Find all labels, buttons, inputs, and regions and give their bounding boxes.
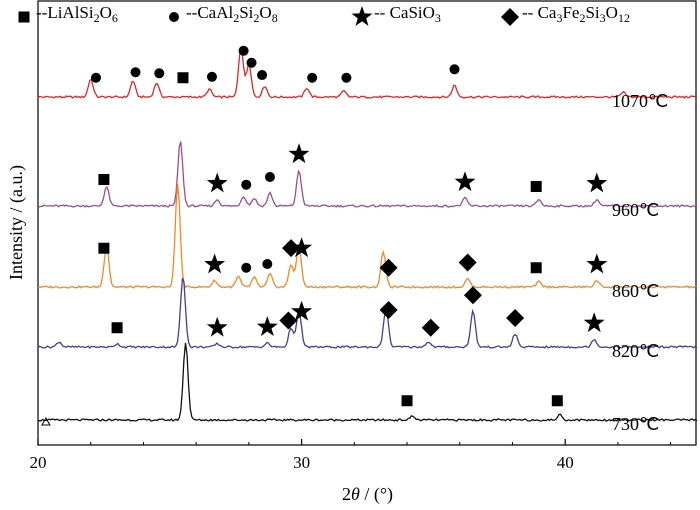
legend-item-diamond: -- Ca3Fe2Si3O12 <box>501 3 630 26</box>
phase-marker-diamond <box>506 309 525 327</box>
x-tick-label: 30 <box>293 453 310 472</box>
phase-marker-square <box>98 173 110 185</box>
phase-marker-diamond <box>379 300 398 319</box>
phase-marker-square <box>401 395 413 407</box>
phase-marker-square <box>551 395 563 407</box>
legend-marker-square <box>18 11 30 23</box>
phase-marker-circle <box>206 71 217 82</box>
phase-marker-star <box>256 316 278 336</box>
phase-marker-circle <box>241 262 252 273</box>
phase-marker-diamond <box>458 253 477 272</box>
phase-marker-star <box>583 312 605 333</box>
series-label: 730℃ <box>612 414 659 434</box>
phase-marker-circle <box>341 72 352 83</box>
phase-marker-star <box>206 172 228 193</box>
phase-marker-square <box>111 322 123 334</box>
series-label: 860℃ <box>612 281 659 301</box>
plot-border <box>37 0 697 446</box>
plot-frame <box>37 0 697 446</box>
phase-marker-circle <box>154 68 165 79</box>
phase-marker-diamond <box>279 311 298 330</box>
phase-marker-circle <box>246 57 257 68</box>
series-line-3 <box>37 278 698 349</box>
phase-marker-star <box>288 143 310 164</box>
phase-marker-circle <box>241 179 252 190</box>
series-label: 1070℃ <box>612 91 668 111</box>
marker-layer <box>90 45 608 407</box>
phase-marker-circle <box>264 172 275 182</box>
phase-marker-circle <box>90 72 101 83</box>
series-line-0 <box>37 46 698 99</box>
series-line-4 <box>37 342 698 422</box>
phase-marker-circle <box>257 70 268 81</box>
legend-marker-diamond <box>501 8 519 26</box>
series-label: 820℃ <box>612 341 659 361</box>
small-triangle-marker <box>41 416 51 426</box>
phase-marker-star <box>206 316 228 337</box>
phase-marker-star <box>291 300 313 321</box>
x-tick-label: 40 <box>557 453 574 472</box>
legend: --LiAlSi2O6 --CaAl2Si2O8 -- CaSiO3 -- Ca3Fe… <box>18 3 630 26</box>
phase-marker-circle <box>130 67 141 78</box>
legend-label: -- Ca3Fe2Si3O12 <box>522 3 630 25</box>
legend-item-square: --LiAlSi2O6 <box>18 3 118 25</box>
phase-marker-square <box>177 72 189 84</box>
legend-item-circle: --CaAl2Si2O8 <box>169 3 278 25</box>
legend-label: --LiAlSi2O6 <box>36 3 118 25</box>
phase-marker-star <box>454 171 476 192</box>
phase-marker-star <box>291 237 313 258</box>
phase-marker-circle <box>449 64 460 75</box>
series-layer <box>37 46 698 422</box>
phase-marker-star <box>204 253 226 274</box>
phase-marker-diamond <box>463 286 482 305</box>
legend-label: --CaAl2Si2O8 <box>186 3 278 25</box>
phase-marker-square <box>98 242 110 254</box>
phase-marker-circle <box>262 258 273 269</box>
legend-label: -- CaSiO3 <box>374 3 441 25</box>
phase-marker-circle <box>307 72 318 83</box>
series-line-1 <box>37 141 698 208</box>
axis-layer: 20 30 40 2θ / (°) Intensity / (a.u.) <box>6 165 672 505</box>
legend-marker-star <box>351 6 373 26</box>
series-label: 960℃ <box>612 200 659 220</box>
phase-marker-circle <box>238 45 249 56</box>
phase-marker-square <box>530 262 542 274</box>
phase-marker-star <box>586 172 608 193</box>
phase-marker-diamond <box>282 239 301 258</box>
phase-marker-diamond <box>379 258 398 277</box>
phase-marker-star <box>586 253 608 274</box>
phase-marker-diamond <box>421 318 440 337</box>
legend-item-star: -- CaSiO3 <box>351 3 441 26</box>
x-tick-label: 20 <box>30 453 47 472</box>
x-axis-title: 2θ / (°) <box>342 484 393 505</box>
phase-marker-square <box>530 180 542 192</box>
y-axis-title: Intensity / (a.u.) <box>6 165 27 280</box>
series-line-2 <box>37 183 698 289</box>
label-layer: 1070℃ 960℃ 860℃ 820℃ 730℃ <box>612 91 668 434</box>
legend-marker-circle <box>169 12 179 22</box>
